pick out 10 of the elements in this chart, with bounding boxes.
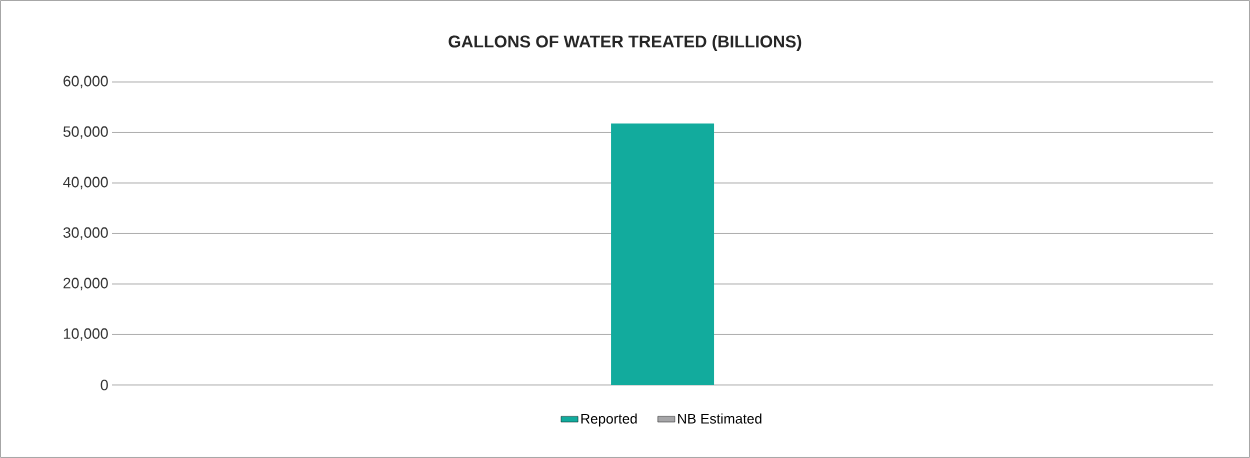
legend-label: Reported [581, 413, 637, 427]
chart-title: GALLONS OF WATER TREATED (BILLIONS) [448, 35, 802, 51]
y-tick-label: 60,000 [63, 75, 108, 89]
legend-label: NB Estimated [678, 413, 762, 424]
y-tick-label: 10,000 [63, 328, 108, 341]
y-tick-label: 30,000 [63, 227, 108, 240]
y-tick-label: 50,000 [63, 126, 108, 139]
y-tick-label: 40,000 [63, 176, 108, 190]
y-tick-label: 0 [100, 379, 108, 391]
y-tick-label: 20,000 [63, 277, 108, 291]
